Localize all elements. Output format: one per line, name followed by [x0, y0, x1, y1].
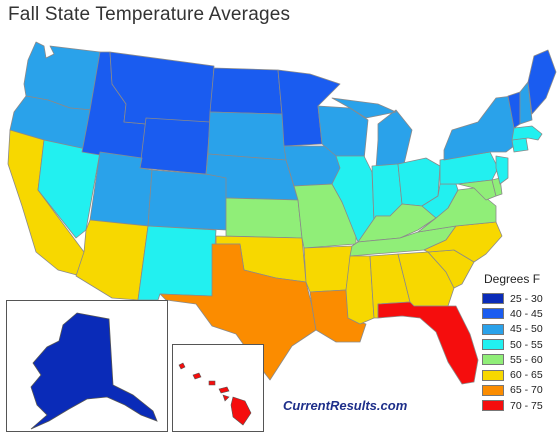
- alaska-inset: [6, 300, 168, 432]
- legend-label: 55 - 60: [510, 353, 543, 366]
- legend-swatch: [482, 293, 504, 305]
- legend-swatch: [482, 354, 504, 366]
- state-AZ[interactable]: [75, 219, 149, 301]
- legend-swatch: [482, 384, 504, 396]
- legend-item: 65 - 70: [482, 383, 558, 398]
- state-KS[interactable]: [225, 197, 303, 239]
- map-title: Fall State Temperature Averages: [8, 4, 291, 25]
- state-WV[interactable]: [421, 183, 459, 219]
- legend-item: 45 - 50: [482, 322, 558, 337]
- legend-swatch: [482, 369, 504, 381]
- legend-label: 45 - 50: [510, 323, 543, 336]
- legend-label: 65 - 70: [510, 384, 543, 397]
- state-NC[interactable]: [423, 221, 503, 263]
- legend-item: 55 - 60: [482, 352, 558, 367]
- state-NJ[interactable]: [495, 155, 509, 185]
- legend-swatch: [482, 400, 504, 412]
- state-TX[interactable]: [159, 243, 317, 381]
- legend-title: Degrees F: [484, 272, 541, 286]
- legend-swatch: [482, 323, 504, 335]
- state-MS[interactable]: [345, 255, 375, 325]
- legend-item: 25 - 30: [482, 291, 558, 306]
- state-NM[interactable]: [137, 225, 217, 301]
- state-CO[interactable]: [147, 169, 229, 231]
- state-AK[interactable]: [30, 312, 158, 430]
- legend-label: 70 - 75: [510, 399, 543, 412]
- source-credit[interactable]: CurrentResults.com: [283, 398, 408, 413]
- state-HI[interactable]: [178, 362, 252, 426]
- legend-label: 25 - 30: [510, 292, 543, 305]
- legend-item: 60 - 65: [482, 367, 558, 382]
- state-WY[interactable]: [139, 117, 211, 175]
- hawaii-inset: [172, 344, 264, 432]
- state-AR[interactable]: [303, 245, 353, 293]
- state-MD[interactable]: [457, 179, 497, 201]
- legend-label: 40 - 45: [510, 307, 543, 320]
- legend-swatch: [482, 308, 504, 320]
- legend-rows: 25 - 30 40 - 45 45 - 50 50 - 55 55 - 60 60 - …: [482, 291, 558, 413]
- state-MA[interactable]: [511, 125, 543, 141]
- state-NY[interactable]: [443, 95, 517, 161]
- legend: Degrees F 25 - 30 40 - 45 45 - 50 50 - 55 55…: [482, 272, 558, 413]
- state-FL[interactable]: [377, 301, 479, 385]
- state-ND[interactable]: [209, 67, 283, 115]
- state-SD[interactable]: [207, 111, 287, 161]
- state-ME[interactable]: [527, 49, 557, 115]
- legend-label: 50 - 55: [510, 338, 543, 351]
- legend-swatch: [482, 339, 504, 351]
- legend-label: 60 - 65: [510, 369, 543, 382]
- state-MT[interactable]: [109, 51, 215, 125]
- legend-item: 50 - 55: [482, 337, 558, 352]
- legend-item: 70 - 75: [482, 398, 558, 413]
- legend-item: 40 - 45: [482, 306, 558, 321]
